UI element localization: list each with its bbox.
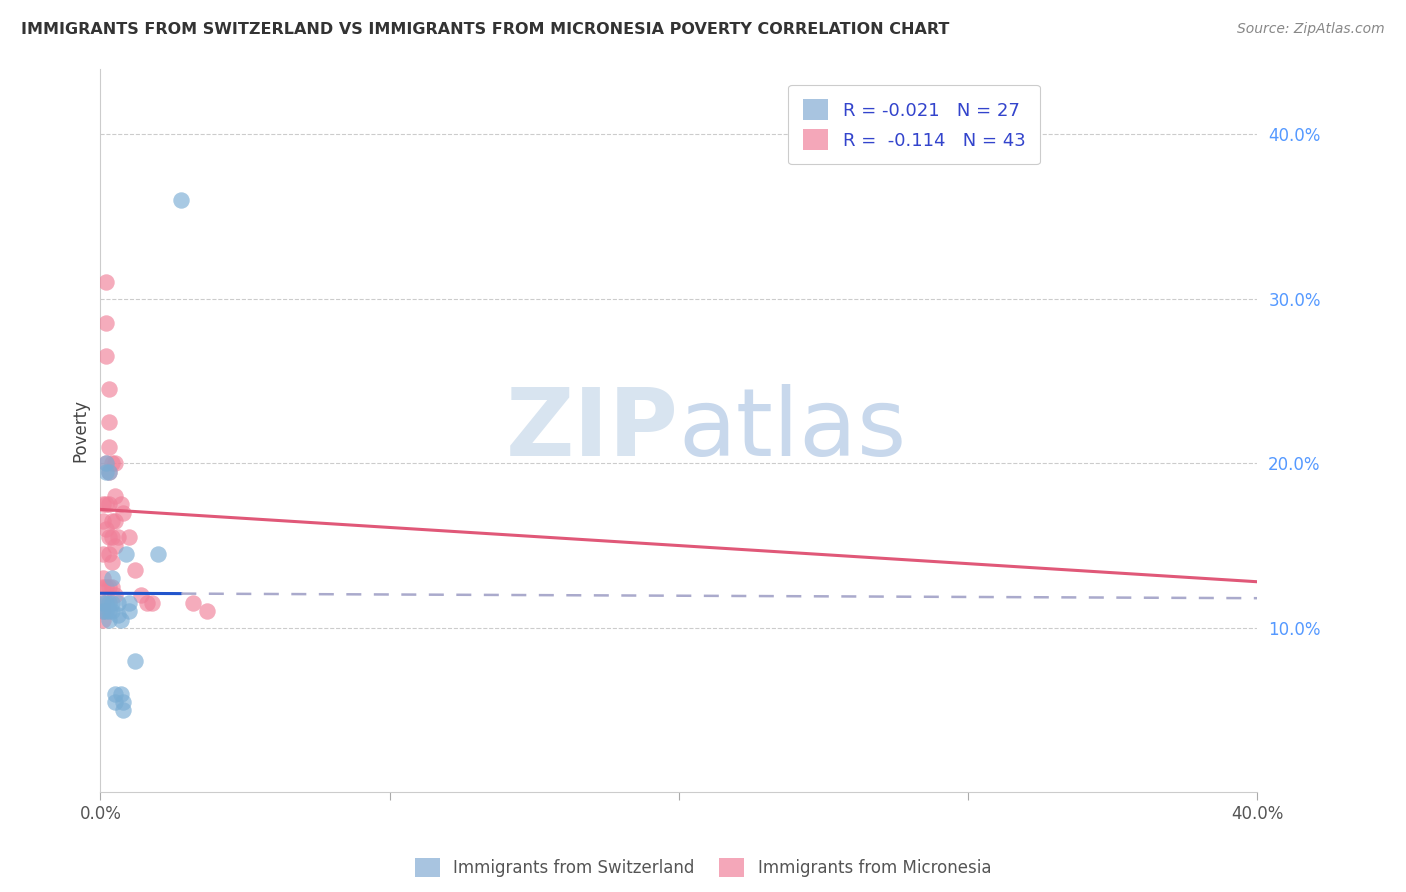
Legend: R = -0.021   N = 27, R =  -0.114   N = 43: R = -0.021 N = 27, R = -0.114 N = 43 bbox=[789, 85, 1040, 164]
Text: IMMIGRANTS FROM SWITZERLAND VS IMMIGRANTS FROM MICRONESIA POVERTY CORRELATION CH: IMMIGRANTS FROM SWITZERLAND VS IMMIGRANT… bbox=[21, 22, 949, 37]
Point bbox=[91, 604, 114, 618]
Point bbox=[98, 465, 121, 479]
Point bbox=[98, 547, 121, 561]
Point bbox=[98, 497, 121, 511]
Point bbox=[98, 604, 121, 618]
Point bbox=[115, 547, 138, 561]
Point bbox=[107, 530, 129, 544]
Point bbox=[104, 514, 127, 528]
Point bbox=[91, 580, 114, 594]
Point bbox=[98, 580, 121, 594]
Point bbox=[170, 193, 193, 207]
Point bbox=[98, 465, 121, 479]
Point bbox=[101, 514, 124, 528]
Point bbox=[118, 604, 141, 618]
Legend: Immigrants from Switzerland, Immigrants from Micronesia: Immigrants from Switzerland, Immigrants … bbox=[408, 851, 998, 884]
Point bbox=[124, 563, 146, 577]
Point bbox=[94, 522, 117, 536]
Point bbox=[94, 497, 117, 511]
Point bbox=[98, 440, 121, 454]
Point bbox=[104, 687, 127, 701]
Point bbox=[91, 547, 114, 561]
Text: Source: ZipAtlas.com: Source: ZipAtlas.com bbox=[1237, 22, 1385, 37]
Point bbox=[91, 596, 114, 610]
Point bbox=[94, 604, 117, 618]
Point bbox=[107, 607, 129, 622]
Point bbox=[141, 596, 163, 610]
Point bbox=[94, 276, 117, 290]
Point bbox=[118, 530, 141, 544]
Point bbox=[94, 456, 117, 470]
Point bbox=[110, 687, 132, 701]
Point bbox=[112, 703, 135, 717]
Point bbox=[98, 596, 121, 610]
Y-axis label: Poverty: Poverty bbox=[72, 399, 89, 462]
Point bbox=[104, 489, 127, 503]
Point bbox=[107, 596, 129, 610]
Point bbox=[181, 596, 204, 610]
Point bbox=[94, 465, 117, 479]
Point bbox=[94, 350, 117, 364]
Point bbox=[94, 317, 117, 331]
Point bbox=[94, 456, 117, 470]
Point bbox=[98, 382, 121, 396]
Point bbox=[101, 456, 124, 470]
Point bbox=[91, 497, 114, 511]
Point bbox=[98, 613, 121, 627]
Point bbox=[104, 588, 127, 602]
Point bbox=[135, 596, 157, 610]
Point bbox=[98, 530, 121, 544]
Point bbox=[110, 497, 132, 511]
Point bbox=[112, 506, 135, 520]
Point bbox=[101, 530, 124, 544]
Point bbox=[104, 695, 127, 709]
Point bbox=[91, 571, 114, 585]
Point bbox=[104, 539, 127, 553]
Point bbox=[112, 695, 135, 709]
Point bbox=[91, 596, 114, 610]
Point bbox=[101, 596, 124, 610]
Point bbox=[124, 654, 146, 668]
Point bbox=[148, 547, 170, 561]
Point bbox=[101, 571, 124, 585]
Text: ZIP: ZIP bbox=[506, 384, 679, 476]
Point bbox=[104, 456, 127, 470]
Point bbox=[91, 613, 114, 627]
Text: atlas: atlas bbox=[679, 384, 907, 476]
Point bbox=[94, 580, 117, 594]
Point bbox=[91, 514, 114, 528]
Point bbox=[118, 596, 141, 610]
Point bbox=[94, 596, 117, 610]
Point bbox=[101, 555, 124, 569]
Point bbox=[101, 604, 124, 618]
Point bbox=[101, 580, 124, 594]
Point bbox=[195, 604, 218, 618]
Point bbox=[98, 415, 121, 429]
Point bbox=[129, 588, 152, 602]
Point bbox=[91, 604, 114, 618]
Point bbox=[110, 613, 132, 627]
